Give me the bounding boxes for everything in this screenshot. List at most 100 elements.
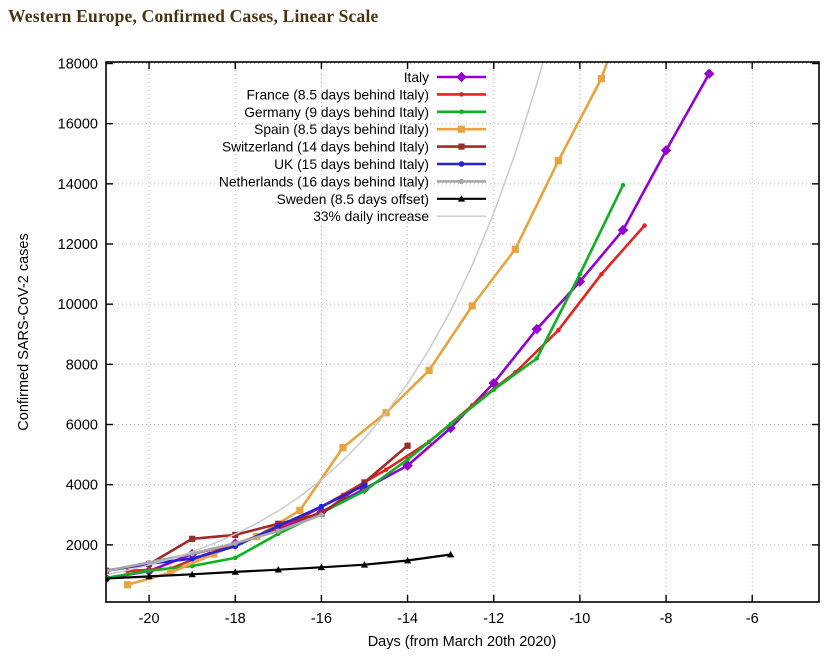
page-title: Western Europe, Confirmed Cases, Linear …	[8, 6, 379, 26]
series-marker-germany	[534, 356, 540, 361]
legend-sample-marker-germany	[459, 109, 464, 115]
series-marker-netherlands	[232, 540, 238, 546]
series-line-france	[126, 224, 646, 573]
legend-label-growth-33pct: 33% daily increase	[313, 209, 429, 224]
x-tick-label: -18	[225, 611, 246, 627]
series-france	[125, 223, 647, 574]
series-marker-france	[599, 271, 604, 277]
series-marker-sweden	[231, 568, 239, 575]
series-marker-spain	[339, 444, 347, 452]
x-tick-label: -8	[660, 611, 673, 627]
plot-frame	[105, 61, 820, 603]
series-marker-germany	[232, 555, 238, 561]
series-marker-spain	[425, 366, 433, 375]
legend-sample-marker-sweden	[457, 195, 466, 202]
series-germany	[106, 182, 626, 581]
series-marker-spain	[597, 74, 606, 83]
legend-label-netherlands: Netherlands (16 days behind Italy)	[219, 174, 429, 189]
legend-item-sweden: Sweden (8.5 days offset)	[277, 192, 486, 207]
legend-sample-marker-spain	[457, 125, 466, 133]
legend-sample-marker-netherlands	[458, 178, 465, 184]
legend-item-uk: UK (15 days behind Italy)	[274, 157, 486, 172]
y-tick-label: 8000	[66, 357, 98, 373]
y-tick-label: 4000	[66, 478, 98, 494]
legend-sample-marker-uk	[458, 161, 465, 167]
y-tick-label: 14000	[58, 177, 98, 193]
series-marker-italy	[574, 276, 586, 287]
legend-item-italy: Italy	[404, 70, 486, 85]
legend-item-switzerland: Switzerland (14 days behind Italy)	[222, 140, 486, 155]
x-tick-label: -20	[139, 611, 160, 627]
data-series-layer	[106, 62, 715, 589]
series-line-switzerland	[106, 444, 409, 573]
legend-label-uk: UK (15 days behind Italy)	[274, 157, 429, 172]
legend-item-france: France (8.5 days behind Italy)	[246, 87, 486, 102]
series-marker-netherlands	[146, 559, 152, 566]
series-netherlands	[106, 512, 325, 574]
legend-label-spain: Spain (8.5 days behind Italy)	[254, 122, 429, 137]
series-marker-germany	[577, 271, 583, 277]
x-tick-label: -10	[569, 611, 590, 627]
series-line-netherlands	[106, 513, 323, 573]
series-marker-spain	[554, 157, 562, 165]
legend-label-france: France (8.5 days behind Italy)	[246, 87, 429, 102]
series-marker-france	[556, 327, 561, 333]
y-tick-label: 6000	[66, 418, 98, 434]
x-tick-label: -16	[311, 611, 332, 627]
plot-border	[105, 61, 820, 603]
series-marker-sweden	[188, 570, 196, 578]
series-marker-sweden	[274, 566, 282, 573]
series-marker-germany	[146, 568, 152, 574]
series-marker-italy	[531, 323, 543, 335]
series-marker-germany	[620, 182, 626, 188]
series-sweden	[106, 550, 455, 582]
series-marker-italy	[660, 145, 672, 156]
series-marker-sweden	[360, 561, 369, 568]
series-marker-spain	[210, 550, 218, 558]
legend-label-germany: Germany (9 days behind Italy)	[244, 105, 429, 120]
legend-item-netherlands: Netherlands (16 days behind Italy)	[219, 174, 486, 189]
series-marker-italy	[617, 224, 629, 236]
series-marker-sweden	[317, 563, 326, 571]
series-marker-sweden	[403, 556, 412, 564]
series-marker-uk	[189, 555, 196, 562]
series-marker-germany	[362, 488, 367, 494]
series-marker-sweden	[106, 574, 110, 582]
series-marker-spain	[296, 506, 304, 514]
legend-item-growth-33pct: 33% daily increase	[313, 209, 486, 224]
series-marker-germany	[405, 457, 410, 462]
legend-item-germany: Germany (9 days behind Italy)	[244, 105, 486, 120]
legend-label-switzerland: Switzerland (14 days behind Italy)	[222, 140, 429, 155]
y-tick-label: 18000	[58, 57, 98, 73]
series-marker-spain	[468, 302, 476, 310]
grid-lines	[106, 62, 819, 602]
series-marker-spain	[511, 245, 519, 253]
series-marker-spain	[123, 581, 132, 589]
series-marker-sweden	[447, 550, 455, 558]
series-marker-spain	[167, 569, 175, 577]
x-tick-label: -14	[397, 611, 418, 627]
y-tick-label: 2000	[66, 538, 98, 554]
tick-labels: -20 -18 -16 -14 -12 -10 -8 -6 2000 4000 6000 8000 10…	[58, 57, 759, 627]
legend-item-spain: Spain (8.5 days behind Italy)	[254, 122, 486, 137]
series-marker-switzerland	[189, 535, 196, 542]
series-marker-france	[383, 467, 389, 472]
series-marker-switzerland	[404, 442, 411, 449]
series-marker-italy	[703, 68, 715, 79]
series-marker-germany	[491, 387, 497, 393]
series-marker-sweden	[145, 572, 153, 580]
series-line-germany	[106, 183, 625, 580]
y-axis-label: Confirmed SARS-CoV-2 cases	[16, 233, 32, 430]
series-line-growth-33pct	[106, 62, 544, 576]
series-marker-france	[642, 223, 647, 228]
y-tick-label: 10000	[58, 297, 98, 313]
legend-sample-marker-italy	[456, 71, 467, 83]
series-growth-33pct	[106, 62, 544, 576]
series-marker-uk	[275, 523, 282, 529]
x-tick-label: -6	[746, 611, 759, 627]
legend-sample-marker-france	[459, 92, 464, 97]
legend-label-sweden: Sweden (8.5 days offset)	[277, 192, 429, 207]
x-tick-label: -12	[483, 611, 504, 627]
